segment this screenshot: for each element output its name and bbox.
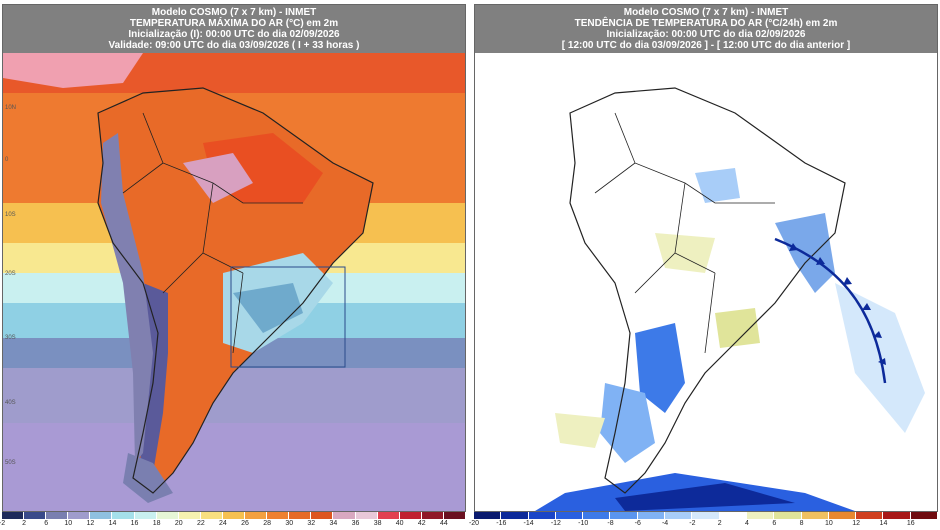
variable-title: TENDÊNCIA DE TEMPERATURA DO AR (°C/24h) … (574, 18, 838, 29)
colorbar-label: -8 (607, 520, 614, 527)
colorbar-label: 10 (824, 520, 833, 527)
colorbar-label: 12 (86, 520, 95, 527)
colorbar-label: 32 (307, 520, 316, 527)
colorbar-label: 6 (772, 520, 777, 527)
colorbar-segment: 6 (44, 512, 69, 527)
colorbar-label: 30 (285, 520, 294, 527)
colorbar-segment: 20 (175, 512, 201, 527)
colorbar-segment: 40 (396, 512, 422, 527)
colorbar-segment: 2 (718, 512, 747, 527)
colorbar-label: 26 (241, 520, 249, 527)
colorbar-segment: -8 (607, 512, 638, 527)
colorbar-segment: 26 (241, 512, 268, 527)
lat-label-10s: 10S (5, 212, 16, 218)
colorbar-label: 2 (22, 520, 27, 527)
model-title: Modelo COSMO (7 x 7 km) - INMET (151, 7, 317, 18)
variable-title: TEMPERATURA MÁXIMA DO AR (°C) em 2m (129, 18, 339, 29)
tendency-map (475, 53, 937, 511)
colorbar-label: 18 (152, 520, 161, 527)
colorbar-segment: 28 (263, 512, 290, 527)
colorbar-label: -4 (661, 520, 669, 527)
colorbar-label: -20 (468, 520, 480, 527)
colorbar-segment: -16 (496, 512, 529, 527)
colorbar-segment: 10 (825, 512, 857, 527)
colorbar-segment: 14 (109, 512, 135, 527)
colorbar-label: 4 (745, 520, 749, 527)
colorbar-segment: 6 (772, 512, 802, 527)
colorbar-segment: -20 (469, 512, 502, 527)
colorbar-label: 28 (263, 520, 272, 527)
temperature-tendency-map-panel: Modelo COSMO (7 x 7 km) - INMET TENDÊNCI… (474, 4, 938, 512)
colorbar-segment: 22 (197, 512, 223, 527)
colorbar-segment: -14 (524, 512, 556, 527)
colorbar-segment: 18 (153, 512, 179, 527)
lat-label-0: 0 (5, 157, 9, 163)
max-temperature-header: Modelo COSMO (7 x 7 km) - INMET TEMPERAT… (3, 5, 465, 53)
colorbar-segment: 16 (131, 512, 157, 527)
colorbar-label: -2 (689, 520, 696, 527)
colorbar-label: -10 (578, 520, 589, 527)
colorbar-segment: 8 (800, 512, 829, 527)
lat-label-20s: 20S (5, 271, 16, 277)
colorbar-label: 6 (44, 520, 49, 527)
tendency-header: Modelo COSMO (7 x 7 km) - INMET TENDÊNCI… (475, 5, 937, 53)
colorbar-label: 38 (373, 520, 382, 527)
validity-text: Validade: 09:00 UTC do dia 03/09/2026 ( … (108, 40, 360, 51)
colorbar-segment: -6 (635, 512, 666, 527)
colorbar-segment: 36 (352, 512, 378, 527)
colorbar-label: 20 (174, 520, 183, 527)
colorbar-segment: 16 (907, 512, 939, 527)
colorbar-label: 10 (64, 520, 73, 527)
lat-label-50s: 50S (5, 460, 16, 466)
colorbar-label: -6 (634, 520, 641, 527)
model-title: Modelo COSMO (7 x 7 km) - INMET (623, 7, 789, 18)
colorbar-segment: 14 (880, 512, 911, 527)
colorbar-segment: 4 (745, 512, 775, 527)
lat-label-40s: 40S (5, 400, 16, 406)
colorbar-label: 36 (351, 520, 360, 527)
colorbar-segment: -2 (0, 512, 25, 527)
colorbar-label: 16 (130, 520, 139, 527)
colorbar-label: 44 (439, 520, 448, 527)
colorbar-segment: 44 (440, 512, 466, 527)
max-temperature-map-panel: Modelo COSMO (7 x 7 km) - INMET TEMPERAT… (2, 4, 466, 512)
colorbar-segment: 12 (86, 512, 113, 527)
colorbar-segment: 32 (307, 512, 334, 527)
tendency-colorbar: -20 -16 -14 -12 -10 -8 -6 -4 -2 2 4 6 8 10 12 14 16 (469, 512, 939, 528)
colorbar-segment: 12 (852, 512, 884, 527)
colorbar-segment: 34 (330, 512, 356, 527)
colorbar-segment: -10 (578, 512, 611, 527)
colorbar-label: 16 (906, 520, 915, 527)
colorbar-label: 42 (417, 520, 426, 527)
colorbar-label: 14 (879, 520, 888, 527)
colorbar-segment: 10 (64, 512, 91, 527)
colorbar-label: -16 (496, 520, 507, 527)
colorbar-segment: -12 (551, 512, 584, 527)
colorbar-segment: 24 (219, 512, 246, 527)
colorbar-label: 14 (108, 520, 117, 527)
colorbar-label: 22 (196, 520, 205, 527)
colorbar-label: -14 (523, 520, 534, 527)
colorbar-label: -2 (0, 520, 6, 527)
colorbar-label: 12 (852, 520, 861, 527)
colorbar-segment: 30 (285, 512, 312, 527)
colorbar-segment: 38 (374, 512, 400, 527)
initialization-text: Inicialização (I): 00:00 UTC do dia 02/0… (128, 29, 340, 40)
initialization-text: Inicialização: 00:00 UTC do dia 02/09/20… (606, 29, 806, 40)
colorbar-label: 8 (799, 520, 804, 527)
time-range-text: [ 12:00 UTC do dia 03/09/2026 ] - [ 12:0… (561, 40, 851, 51)
colorbar-label: 34 (329, 520, 338, 527)
colorbar-segment: 42 (418, 512, 444, 527)
colorbar-label: 24 (219, 520, 227, 527)
lat-label-10n: 10N (5, 105, 17, 111)
max-temperature-map (3, 53, 465, 511)
colorbar-segment: -2 (689, 512, 720, 527)
colorbar-label: 40 (395, 520, 404, 527)
colorbar-label: -12 (550, 520, 561, 527)
colorbar-label: 2 (717, 520, 722, 527)
colorbar-segment: 2 (22, 512, 47, 527)
colorbar-segment: -4 (662, 512, 693, 527)
lat-label-30s: 30S (5, 335, 16, 341)
